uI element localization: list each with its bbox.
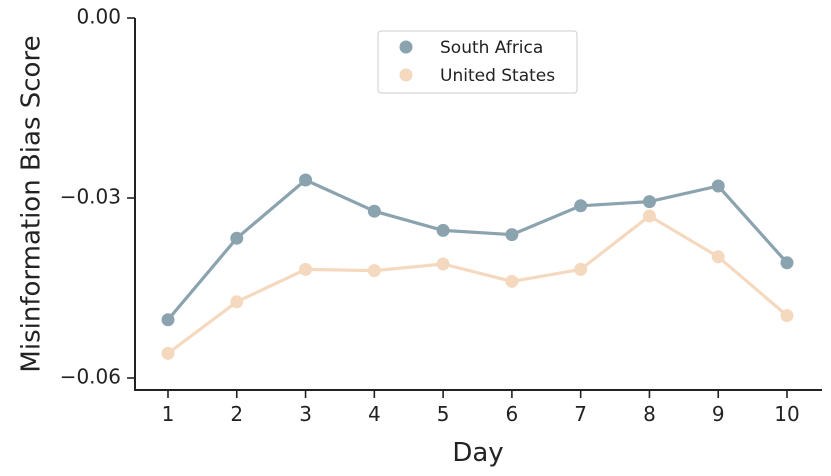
legend-marker-united-states	[399, 68, 413, 82]
data-point-south-africa	[436, 223, 450, 237]
x-tick-label: 4	[368, 402, 381, 426]
x-axis-title: Day	[452, 438, 503, 468]
axes: 1 2 3 4 5 6 7 8 9 10 0.00 −0.03 −0.06	[60, 5, 822, 426]
legend-marker-south-africa	[399, 40, 413, 54]
data-point-united-states	[505, 274, 519, 288]
data-point-united-states	[367, 264, 381, 278]
data-point-south-africa	[642, 195, 656, 209]
data-point-south-africa	[367, 204, 381, 218]
data-point-united-states	[161, 346, 175, 360]
series-line-united-states	[166, 214, 789, 355]
data-point-south-africa	[711, 179, 725, 193]
data-point-south-africa	[299, 173, 313, 187]
data-point-south-africa	[161, 313, 175, 327]
x-tick-label: 2	[230, 402, 243, 426]
data-point-south-africa	[505, 228, 519, 242]
data-point-south-africa	[574, 199, 588, 213]
data-point-united-states	[230, 295, 244, 309]
data-point-united-states	[780, 309, 794, 323]
x-tick-label: 7	[574, 402, 587, 426]
x-tick-label: 8	[643, 402, 656, 426]
data-point-united-states	[299, 262, 313, 276]
legend-frame	[377, 30, 578, 94]
data-point-south-africa	[230, 231, 244, 245]
data-point-united-states	[436, 257, 450, 271]
series-line-south-africa	[166, 178, 789, 322]
legend-label-united-states: United States	[440, 66, 555, 86]
data-point-united-states	[711, 250, 725, 264]
legend: South Africa United States	[377, 30, 578, 94]
x-tick-label: 10	[774, 402, 799, 426]
series-lines	[166, 178, 789, 355]
x-axis-ticks: 1 2 3 4 5 6 7 8 9 10	[162, 390, 800, 426]
x-tick-label: 6	[506, 402, 519, 426]
y-axis-ticks: 0.00 −0.03 −0.06	[60, 5, 135, 389]
x-tick-label: 1	[162, 402, 175, 426]
data-point-united-states	[574, 262, 588, 276]
y-axis-title: Misinformation Bias Score	[17, 35, 47, 372]
legend-label-south-africa: South Africa	[440, 38, 543, 58]
data-point-united-states	[642, 209, 656, 223]
x-tick-label: 9	[712, 402, 725, 426]
x-tick-label: 5	[437, 402, 450, 426]
y-tick-label: 0.00	[76, 5, 121, 29]
y-tick-label: −0.03	[60, 185, 121, 209]
x-tick-label: 3	[299, 402, 312, 426]
y-tick-label: −0.06	[60, 365, 121, 389]
data-point-south-africa	[780, 256, 794, 270]
series-points	[161, 173, 794, 360]
